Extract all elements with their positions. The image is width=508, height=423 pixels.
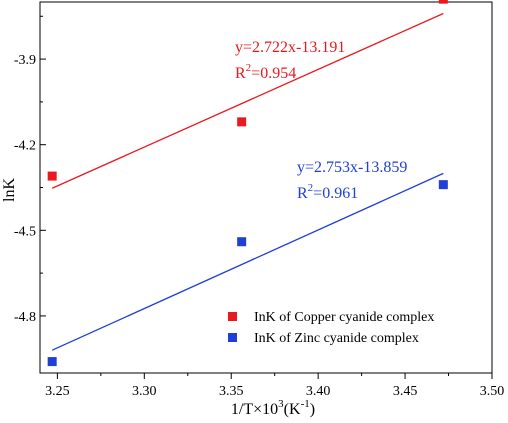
x-tick-label: 3.30 bbox=[132, 384, 157, 399]
x-tick-label: 3.40 bbox=[306, 384, 331, 399]
fit-lines bbox=[51, 12, 444, 351]
data-point-zinc bbox=[237, 237, 247, 247]
legend-label-zinc: InK of Zinc cyanide complex bbox=[254, 331, 419, 346]
y-tick-label: -4.8 bbox=[14, 310, 36, 325]
zinc-r2: R2=0.961 bbox=[297, 182, 358, 202]
x-tick-label: 3.50 bbox=[480, 384, 505, 399]
y-tick-label: -4.2 bbox=[14, 139, 36, 154]
y-tick-label: -4.5 bbox=[14, 224, 36, 239]
zinc-equation: y=2.753x-13.859 bbox=[297, 159, 407, 176]
x-tick-label: 3.35 bbox=[219, 384, 244, 399]
fit-line-zinc bbox=[51, 172, 444, 351]
x-tick-label: 3.45 bbox=[393, 384, 418, 399]
data-point-copper bbox=[237, 117, 247, 127]
copper-equation: y=2.722x-13.191 bbox=[235, 39, 345, 56]
fit-line-copper bbox=[51, 12, 444, 189]
data-point-copper bbox=[47, 171, 57, 181]
legend: InK of Copper cyanide complex InK of Zin… bbox=[228, 310, 434, 346]
data-point-copper bbox=[438, 0, 448, 4]
copper-r2: R2=0.954 bbox=[235, 62, 296, 82]
x-axis-title: 1/T×103(K-1) bbox=[231, 398, 315, 418]
legend-label-copper: InK of Copper cyanide complex bbox=[254, 310, 434, 325]
y-axis-title: lnK bbox=[1, 178, 18, 202]
y-tick-label: -3.9 bbox=[14, 53, 36, 68]
data-point-zinc bbox=[47, 357, 57, 367]
axis-ticks: 3.25 3.30 3.35 3.40 3.45 3.50 -4.8 -4.5 -4.2 -3.9 bbox=[14, 15, 505, 399]
legend-marker-zinc bbox=[228, 333, 237, 342]
legend-marker-copper bbox=[228, 312, 237, 321]
x-tick-label: 3.25 bbox=[45, 384, 70, 399]
data-points bbox=[47, 0, 448, 367]
data-point-zinc bbox=[438, 180, 448, 190]
